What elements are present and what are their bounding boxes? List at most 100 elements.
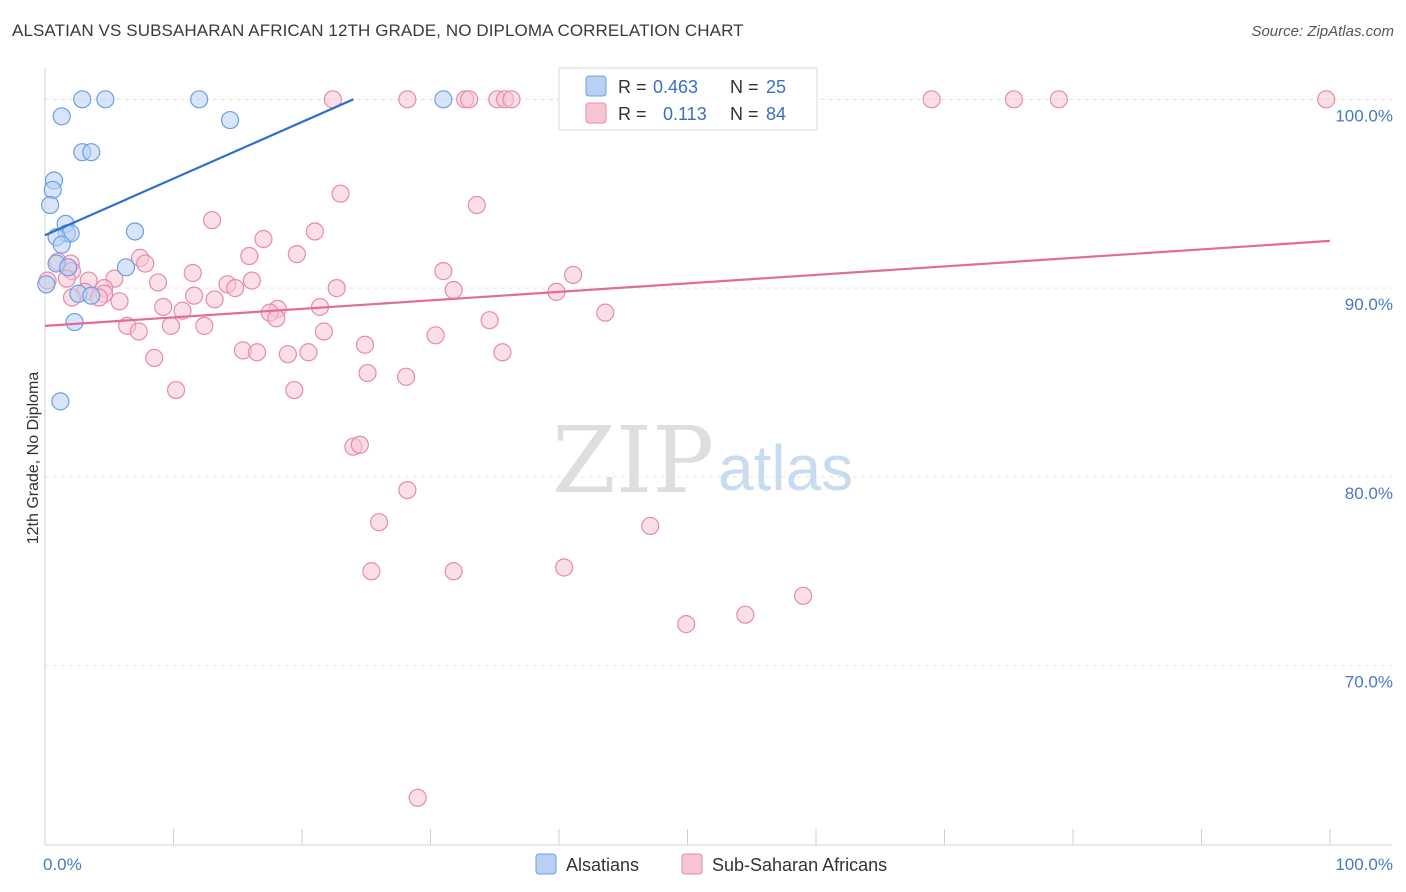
point-alsatians [73,90,92,109]
stats-n-value-sub-saharan: 84 [766,104,786,124]
point-sub-saharan [370,513,389,532]
point-sub-saharan [154,297,173,317]
point-alsatians [52,107,71,126]
legend-label-alsatians: Alsatians [566,855,639,875]
point-sub-saharan [331,184,350,203]
series-sub-saharan-africans [38,90,1336,807]
stats-legend-box: R = 0.463 N = 25 R = 0.113 N = 84 [558,67,818,131]
legend-label-sub-saharan: Sub-Saharan Africans [712,855,887,875]
point-sub-saharan [184,286,204,305]
stats-swatch-sub-saharan [585,102,607,124]
point-sub-saharan [459,90,479,109]
axes [44,68,1392,846]
point-sub-saharan [166,380,186,400]
y-tick-label: 80.0% [1345,484,1393,503]
point-sub-saharan [173,301,192,320]
point-sub-saharan [358,363,377,383]
x-tick-label-end: 100.0% [1335,855,1393,874]
point-sub-saharan [287,245,306,264]
point-sub-saharan [240,246,259,266]
point-sub-saharan [305,222,324,241]
point-alsatians [52,235,71,254]
x-tick-label-start: 0.0% [43,855,82,874]
point-sub-saharan [226,278,245,298]
point-alsatians [37,275,56,294]
point-alsatians [51,392,70,411]
legend-swatch-alsatians [535,853,557,875]
point-sub-saharan [502,90,521,109]
series-alsatians [37,90,453,411]
point-sub-saharan [202,211,222,230]
source-credit: Source: ZipAtlas.com [1251,23,1394,40]
stats-n-value-alsatians: 25 [766,77,786,97]
watermark-zip: ZIP [552,407,714,514]
point-sub-saharan [327,278,346,298]
point-sub-saharan [205,290,224,309]
point-alsatians [125,222,145,241]
point-sub-saharan [596,303,615,322]
point-sub-saharan [362,562,381,581]
point-alsatians [190,90,209,109]
point-alsatians [59,258,78,277]
point-sub-saharan [278,345,297,364]
point-sub-saharan [467,195,486,215]
point-sub-saharan [267,309,286,328]
trend-line-alsatians [44,98,354,237]
bottom-legend: Alsatians Sub-Saharan Africans [535,853,887,875]
point-sub-saharan [136,254,155,273]
x-tick-labels: 0.0% 100.0% [43,855,1393,874]
point-sub-saharan [299,343,318,362]
gridlines [45,98,1392,667]
trend-line-sub-saharan [44,239,1331,327]
point-alsatians [65,312,84,332]
point-sub-saharan [183,263,202,283]
watermark-atlas: atlas [718,432,853,504]
point-sub-saharan [444,280,463,300]
point-sub-saharan [408,788,427,807]
y-tick-label: 70.0% [1345,673,1393,692]
point-sub-saharan [922,90,941,109]
y-axis-label: 12th Grade, No Diploma [25,372,42,545]
point-sub-saharan [426,326,445,345]
stats-n-label-alsatians: N = [730,77,759,97]
legend-swatch-sub-saharan [681,853,703,875]
point-sub-saharan [641,516,660,536]
y-tick-label: 90.0% [1345,295,1393,314]
stats-n-label-sub-saharan: N = [730,104,759,124]
point-sub-saharan [794,586,813,605]
point-sub-saharan [398,480,417,500]
point-sub-saharan [314,322,333,341]
point-alsatians [82,143,101,162]
point-sub-saharan [396,367,416,386]
point-sub-saharan [247,343,267,362]
point-sub-saharan [677,615,696,634]
point-sub-saharan [195,316,214,335]
point-alsatians [82,286,101,305]
point-sub-saharan [555,558,574,577]
point-sub-saharan [564,265,583,284]
point-sub-saharan [242,271,261,290]
stats-r-label-sub-saharan: R = [618,104,647,124]
point-alsatians [41,195,60,215]
y-tick-labels: 70.0% 80.0% 90.0% 100.0% [1335,106,1393,691]
point-sub-saharan [355,335,375,354]
point-alsatians [96,90,115,109]
point-sub-saharan [145,348,164,368]
stats-r-value-alsatians: 0.463 [653,77,698,97]
point-sub-saharan [1004,90,1023,109]
point-sub-saharan [161,316,181,335]
stats-r-label-alsatians: R = [618,77,647,97]
trend-lines [44,98,1331,327]
point-sub-saharan [493,343,512,362]
point-sub-saharan [350,435,369,454]
point-sub-saharan [736,605,755,624]
point-alsatians [434,90,453,109]
point-sub-saharan [110,292,129,311]
point-sub-saharan [129,322,148,341]
point-alsatians [43,180,62,200]
point-sub-saharan [254,229,273,249]
y-tick-label: 100.0% [1335,106,1393,125]
stats-swatch-alsatians [585,75,607,97]
point-sub-saharan [148,273,168,292]
